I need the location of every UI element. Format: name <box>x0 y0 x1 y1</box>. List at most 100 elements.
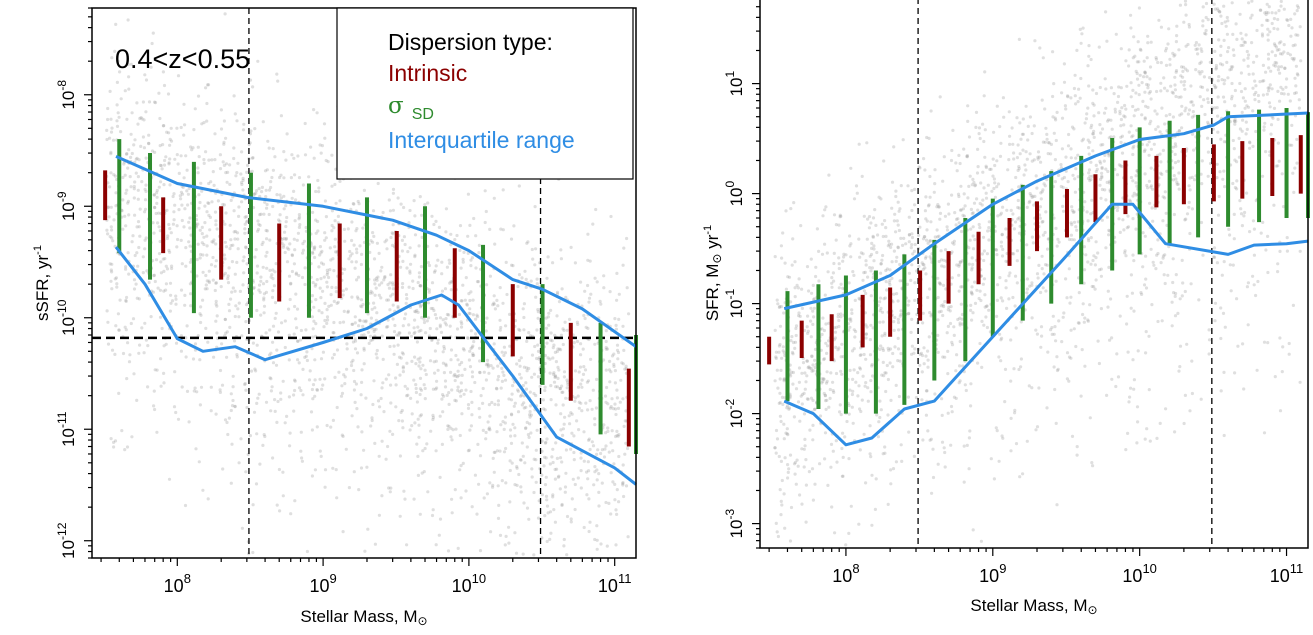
scatter-point <box>406 393 410 397</box>
scatter-point <box>556 365 560 369</box>
scatter-point <box>818 414 823 418</box>
scatter-point <box>1252 93 1256 97</box>
scatter-point <box>1159 61 1163 65</box>
scatter-point <box>793 460 798 465</box>
scatter-point <box>1133 108 1138 112</box>
scatter-point <box>466 406 471 410</box>
scatter-point <box>149 65 153 69</box>
scatter-point <box>262 296 266 300</box>
scatter-point <box>556 475 561 479</box>
scatter-point <box>1283 66 1287 70</box>
scatter-point <box>1273 53 1278 58</box>
scatter-point <box>229 238 233 242</box>
scatter-point <box>889 468 893 472</box>
scatter-point <box>184 246 188 250</box>
scatter-point <box>1109 118 1113 122</box>
scatter-point <box>999 338 1003 342</box>
scatter-point <box>528 404 533 408</box>
scatter-point <box>1277 48 1281 52</box>
scatter-point <box>1062 175 1066 180</box>
scatter-point <box>315 278 319 282</box>
scatter-point <box>487 427 491 431</box>
scatter-point <box>1233 104 1237 108</box>
scatter-point <box>1261 93 1265 97</box>
scatter-point <box>436 341 440 345</box>
scatter-point <box>555 314 559 318</box>
scatter-point <box>1204 28 1208 33</box>
scatter-point <box>496 364 500 368</box>
scatter-point <box>419 367 423 371</box>
scatter-point <box>484 378 488 382</box>
scatter-point <box>613 482 617 486</box>
scatter-point <box>310 250 315 254</box>
scatter-point <box>1051 94 1055 99</box>
scatter-point <box>449 370 453 374</box>
scatter-point <box>1051 50 1055 54</box>
scatter-point <box>1192 114 1196 118</box>
scatter-point <box>125 188 129 192</box>
scatter-point <box>1131 88 1135 92</box>
scatter-point <box>1007 297 1011 301</box>
scatter-point <box>285 260 290 264</box>
scatter-point <box>1046 350 1050 354</box>
scatter-point <box>891 467 896 471</box>
scatter-point <box>896 336 900 340</box>
scatter-point <box>573 261 578 265</box>
scatter-point <box>487 403 491 407</box>
scatter-point <box>586 232 590 236</box>
scatter-point <box>424 372 428 377</box>
scatter-point <box>868 338 873 342</box>
scatter-point <box>484 363 488 367</box>
scatter-point <box>534 393 538 398</box>
scatter-point <box>256 229 260 233</box>
scatter-point <box>188 226 192 230</box>
scatter-point <box>961 207 966 211</box>
scatter-point <box>800 402 804 406</box>
scatter-point <box>779 499 783 503</box>
scatter-point <box>945 225 949 229</box>
scatter-point <box>1163 253 1167 257</box>
scatter-point <box>1267 66 1271 70</box>
scatter-point <box>1143 117 1147 121</box>
scatter-point <box>144 236 148 240</box>
scatter-point <box>955 353 959 357</box>
scatter-point <box>200 232 204 236</box>
scatter-point <box>197 155 201 159</box>
scatter-point <box>229 392 233 396</box>
scatter-point <box>923 235 927 239</box>
scatter-point <box>469 346 473 351</box>
scatter-point <box>977 222 981 227</box>
scatter-point <box>346 310 350 314</box>
scatter-point <box>882 374 886 378</box>
scatter-point <box>1094 91 1099 96</box>
scatter-point <box>1228 233 1232 237</box>
scatter-point <box>1092 135 1096 139</box>
scatter-point <box>551 460 555 465</box>
scatter-point <box>1218 10 1222 14</box>
scatter-point <box>478 415 482 419</box>
scatter-point <box>524 426 528 430</box>
scatter-point <box>1005 208 1009 212</box>
scatter-point <box>999 359 1003 363</box>
scatter-point <box>124 298 128 303</box>
scatter-point <box>797 311 801 315</box>
scatter-point <box>494 386 499 390</box>
scatter-point <box>188 282 192 286</box>
scatter-point <box>1218 10 1222 14</box>
scatter-point <box>589 292 593 296</box>
scatter-point <box>178 194 182 198</box>
scatter-point <box>243 227 247 231</box>
scatter-point <box>1149 247 1153 251</box>
scatter-point <box>619 378 623 382</box>
scatter-point <box>970 268 974 272</box>
scatter-point <box>621 463 625 467</box>
scatter-point <box>1247 72 1251 76</box>
scatter-point <box>314 189 318 194</box>
scatter-point <box>1131 253 1135 257</box>
scatter-point <box>1281 87 1285 91</box>
scatter-point <box>1214 63 1218 68</box>
scatter-point <box>243 215 247 219</box>
scatter-point <box>1239 89 1244 94</box>
scatter-point <box>118 298 122 302</box>
scatter-point <box>235 355 239 359</box>
